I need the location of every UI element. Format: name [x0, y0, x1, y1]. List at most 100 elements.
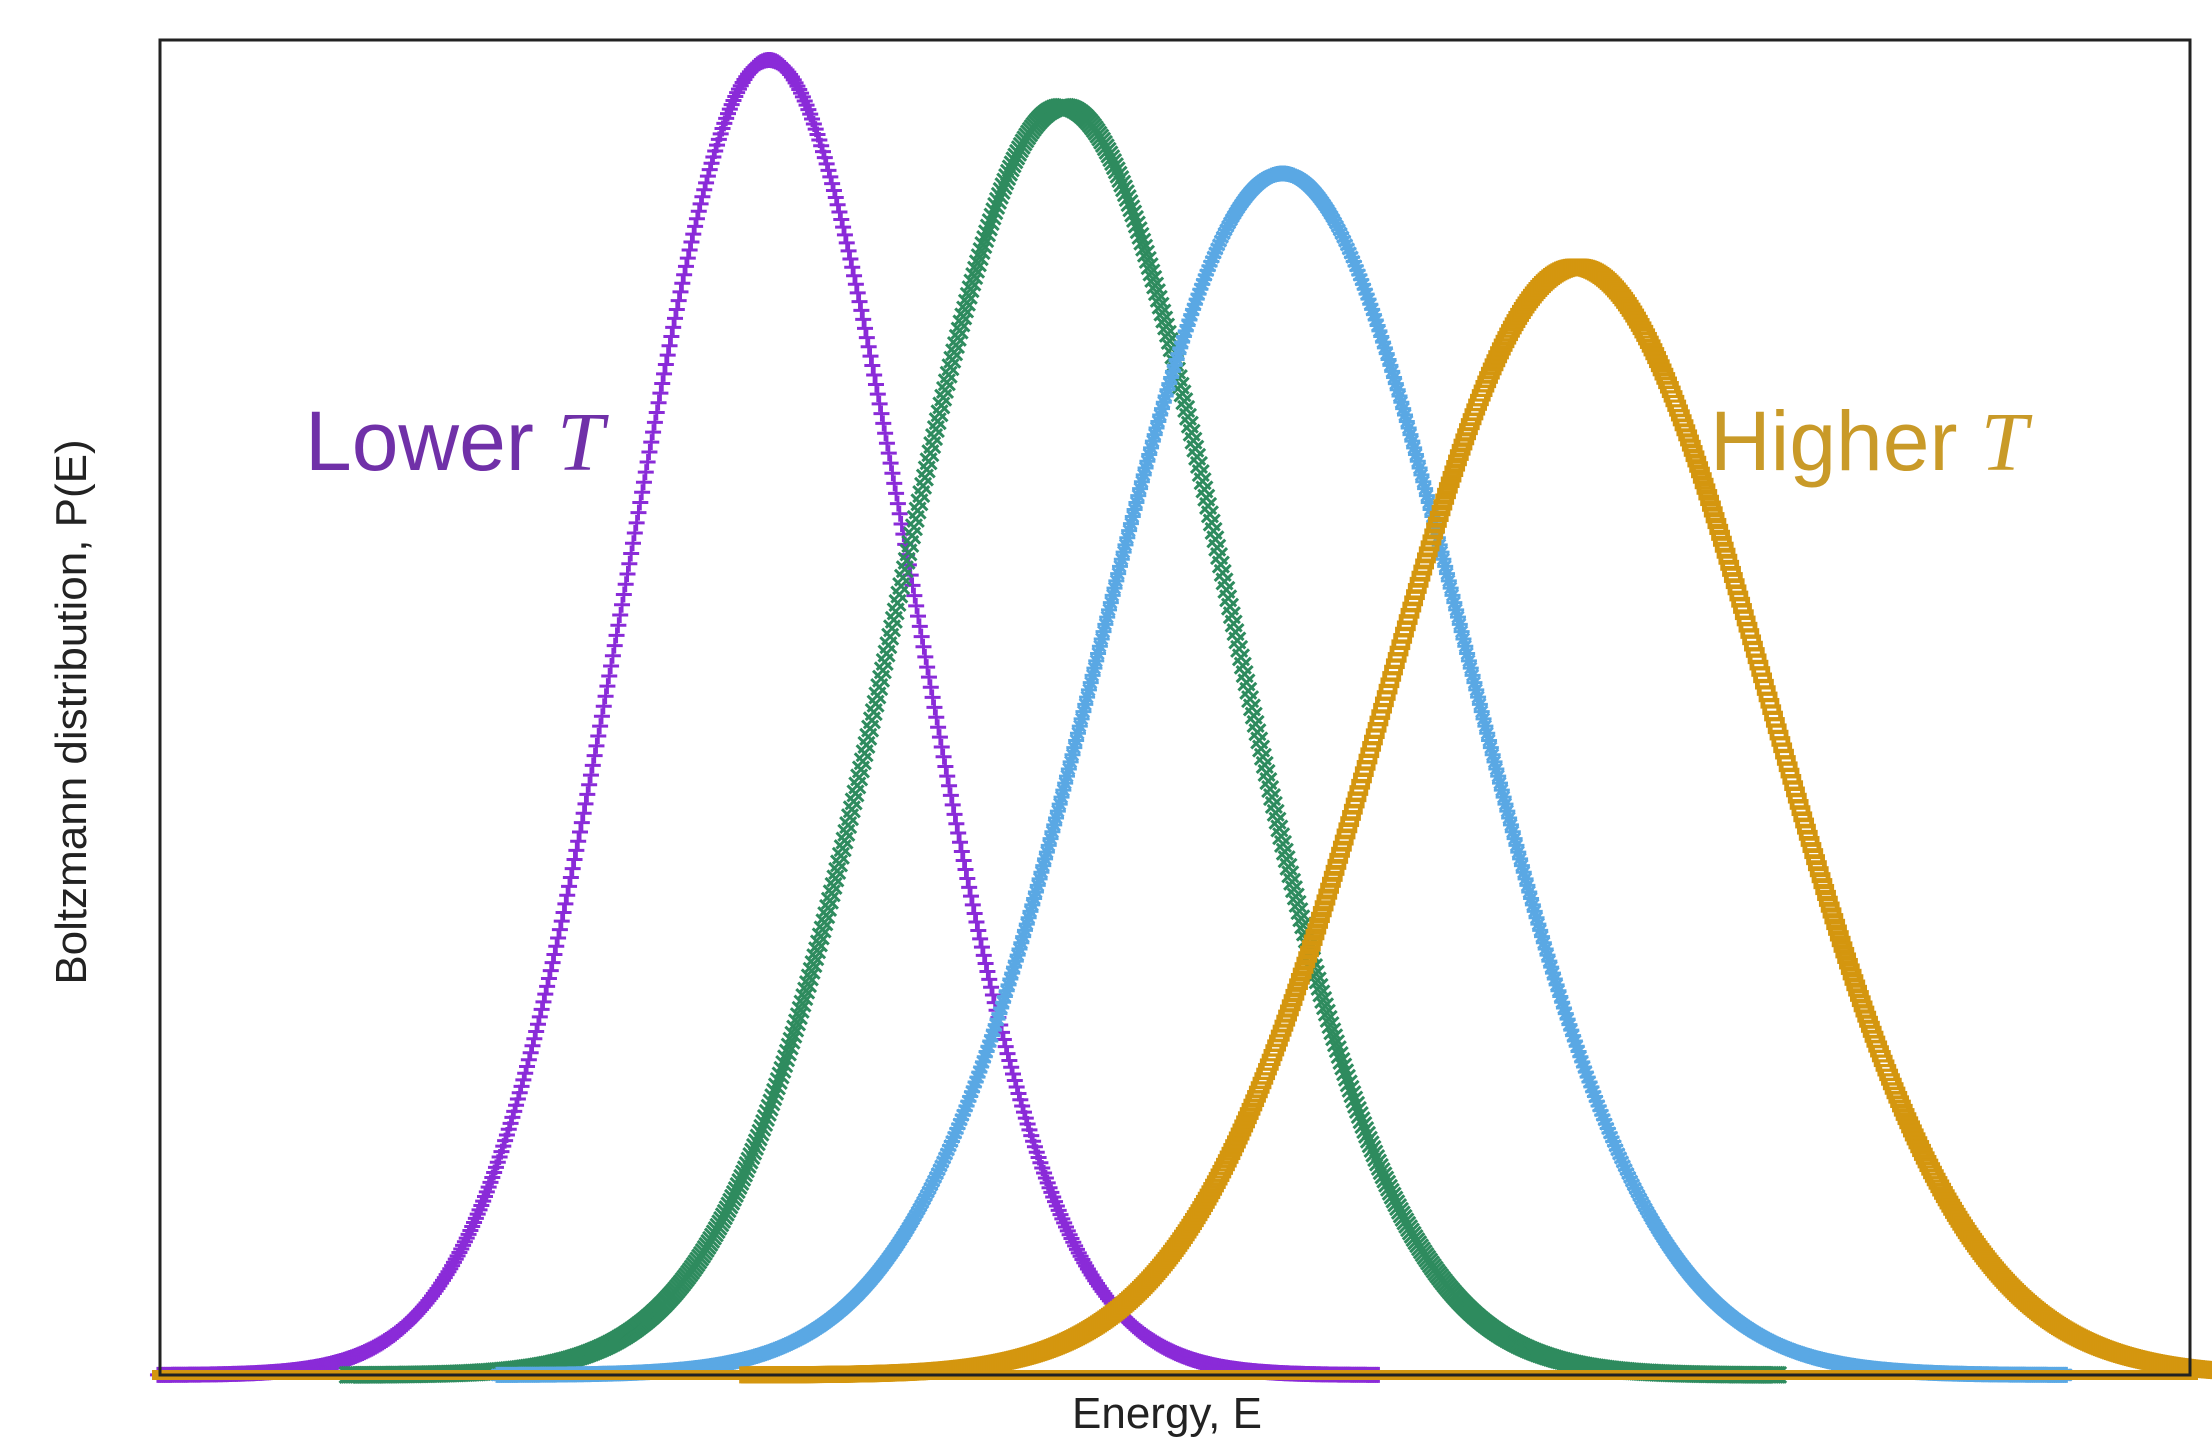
data-point	[449, 1247, 466, 1264]
data-point	[1599, 1120, 1616, 1137]
data-point	[670, 292, 687, 309]
data-point	[535, 993, 552, 1010]
data-point	[1530, 916, 1547, 933]
data-point	[1124, 508, 1141, 525]
data-point	[1535, 934, 1552, 951]
data-point	[1343, 1085, 1362, 1104]
data-point	[1049, 803, 1066, 820]
data-point	[1042, 830, 1059, 847]
data-point	[751, 1123, 770, 1142]
data-point	[1572, 1048, 1589, 1065]
data-point	[984, 1027, 1001, 1044]
data-point	[793, 85, 810, 102]
data-point	[623, 545, 640, 562]
data-point	[1079, 689, 1096, 706]
data-point	[656, 365, 673, 382]
data-point	[1205, 249, 1222, 266]
data-point	[612, 607, 629, 623]
data-point	[860, 338, 877, 355]
data-point	[1610, 1145, 1627, 1162]
data-point	[880, 445, 897, 462]
data-point	[1166, 357, 1183, 374]
data-point	[961, 280, 980, 299]
data-point	[539, 978, 556, 995]
data-point	[795, 988, 814, 1007]
data-point	[957, 861, 974, 878]
data-point	[1519, 877, 1536, 894]
data-point	[1479, 725, 1496, 742]
data-point	[1029, 877, 1046, 894]
data-point	[1378, 345, 1395, 362]
data-point	[878, 435, 895, 452]
data-point	[1844, 968, 1862, 986]
data-point	[1415, 473, 1432, 490]
annotation-lower-t: Lower T	[305, 394, 609, 489]
data-point	[1015, 928, 1032, 945]
data-point	[601, 668, 618, 685]
data-point	[943, 1133, 960, 1150]
data-point	[893, 515, 910, 532]
data-point	[1413, 466, 1430, 483]
data-point	[1163, 369, 1180, 386]
data-point	[1336, 1063, 1355, 1082]
data-point	[1449, 609, 1466, 626]
data-point	[1386, 369, 1403, 386]
data-point	[630, 504, 647, 521]
data-point	[985, 202, 1004, 221]
data-point	[681, 241, 698, 258]
data-point	[1281, 999, 1299, 1017]
data-point	[1325, 1028, 1344, 1047]
data-point	[1486, 753, 1503, 770]
data-point	[1174, 334, 1191, 351]
data-point	[624, 535, 641, 552]
data-point	[1444, 465, 1462, 483]
data-point	[862, 348, 879, 365]
data-point	[973, 1059, 990, 1076]
data-point	[1568, 1038, 1585, 1055]
data-point	[1139, 453, 1156, 470]
data-point	[1506, 830, 1523, 847]
data-point	[654, 375, 671, 392]
data-point	[1471, 696, 1488, 713]
data-point	[614, 596, 631, 613]
data-point	[1356, 281, 1373, 298]
data-point	[966, 905, 983, 922]
data-point	[1164, 363, 1181, 380]
data-point	[798, 974, 818, 994]
data-point	[926, 699, 943, 716]
data-point	[593, 708, 610, 725]
data-point	[1566, 1032, 1583, 1049]
data-point	[948, 815, 965, 832]
data-point	[1066, 739, 1083, 756]
data-point	[1141, 446, 1158, 463]
data-point	[1016, 922, 1033, 939]
data-point	[1446, 460, 1464, 478]
data-point	[959, 870, 976, 887]
data-point	[968, 914, 985, 931]
data-point	[1358, 286, 1375, 303]
data-point	[771, 1066, 790, 1085]
data-point	[542, 962, 559, 979]
data-point	[1539, 947, 1556, 964]
data-point	[842, 251, 859, 268]
data-point	[561, 878, 578, 895]
data-point	[628, 514, 645, 531]
data-point	[1135, 466, 1152, 483]
data-point	[917, 648, 934, 665]
data-point	[1310, 977, 1329, 997]
data-point	[953, 843, 970, 860]
data-point	[1040, 837, 1057, 854]
data-point	[1559, 1011, 1576, 1028]
data-point	[537, 986, 554, 1003]
data-point	[960, 1093, 977, 1110]
data-point	[962, 888, 979, 905]
data-point	[980, 1038, 997, 1055]
data-point	[548, 938, 565, 955]
data-point	[913, 628, 930, 645]
data-point	[1391, 388, 1408, 405]
data-point	[787, 1013, 807, 1032]
data-point	[1555, 999, 1572, 1016]
data-point	[1359, 1130, 1378, 1149]
data-point	[1144, 433, 1161, 450]
data-point	[965, 267, 984, 286]
